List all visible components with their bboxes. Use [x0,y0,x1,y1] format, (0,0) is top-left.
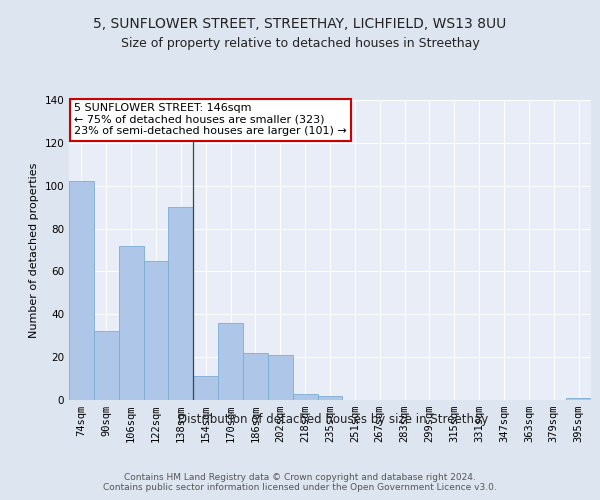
Bar [268,355,293,400]
Text: Distribution of detached houses by size in Streethay: Distribution of detached houses by size … [178,412,488,426]
Bar [218,323,243,400]
Bar [69,182,94,400]
Bar [119,246,143,400]
Bar [94,332,119,400]
Bar [293,394,317,400]
Bar [193,376,218,400]
Text: Contains HM Land Registry data © Crown copyright and database right 2024.
Contai: Contains HM Land Registry data © Crown c… [103,472,497,492]
Text: 5, SUNFLOWER STREET, STREETHAY, LICHFIELD, WS13 8UU: 5, SUNFLOWER STREET, STREETHAY, LICHFIEL… [94,18,506,32]
Bar [169,207,193,400]
Y-axis label: Number of detached properties: Number of detached properties [29,162,39,338]
Bar [566,398,591,400]
Text: 5 SUNFLOWER STREET: 146sqm
← 75% of detached houses are smaller (323)
23% of sem: 5 SUNFLOWER STREET: 146sqm ← 75% of deta… [74,103,347,136]
Text: Size of property relative to detached houses in Streethay: Size of property relative to detached ho… [121,38,479,51]
Bar [243,353,268,400]
Bar [143,260,169,400]
Bar [317,396,343,400]
